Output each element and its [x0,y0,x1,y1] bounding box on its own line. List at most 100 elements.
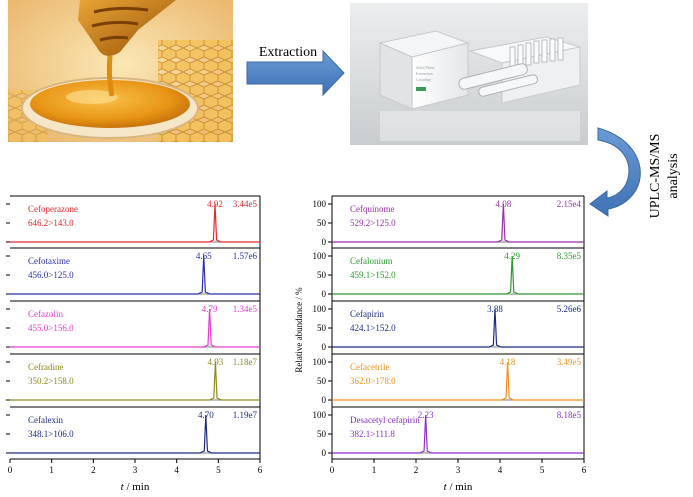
left-x-tick-label: 0 [8,465,13,475]
chart-right-y-label: Relative abundance / % [294,287,304,373]
chromatogram-right: 0 1 2 3 4 5 6 0 50 100 Cefquinome 529.2>125.0 4.08 2… [294,195,587,493]
compound-name: Cefoperazone [28,204,78,214]
retention-time-label: 4.29 [504,251,520,261]
left-panel-cefoperazone: Cefoperazone 646.2>143.0 4.92 3.44e5 [6,195,260,243]
spe-box-line3: Cartridge [416,77,431,82]
y-tick-label: 0 [322,395,327,405]
right-x-tick-label: 6 [582,465,587,475]
intensity-label: 1.18e7 [233,357,258,367]
compound-name: Desacetyl cefapirin [350,415,420,425]
left-x-tick-label: 6 [258,465,263,475]
right-x-tick-label: 3 [456,465,461,475]
chart-right-x-label: t / min [444,481,473,493]
compound-name: Cefradine [28,362,63,372]
extraction-label: Extraction [259,45,317,60]
retention-time-label: 4.08 [495,199,511,209]
compound-name: Cefacetrile [350,362,389,372]
intensity-label: 3.44e5 [233,199,258,209]
spe-box-line2: Extraction [416,71,433,76]
peak-trace-desacetyl-cefapirin [332,414,584,454]
compound-transition: 646.2>143.0 [28,218,74,228]
retention-time-label: 3.88 [487,304,503,314]
compound-transition: 456.0>125.0 [28,270,74,280]
spe-box-line1: Solid Phase [416,65,435,70]
right-x-tick-label: 4 [498,465,503,475]
right-panel-cefapirin: 0 50 100 Cefapirin 424.1>152.0 3.88 5.26e6 [313,300,584,352]
intensity-label: 2.15e4 [557,199,582,209]
left-x-tick-label: 4 [174,465,179,475]
intensity-label: 3.49e5 [557,357,582,367]
left-x-tick-label: 3 [133,465,138,475]
y-tick-label: 100 [313,357,327,367]
peak-trace-cefquinome [332,203,584,243]
chart-left-x-label-var: t [121,481,125,493]
retention-time-label: 4.65 [196,251,212,261]
right-panel-desacetyl-cefapirin: 0 50 100 Desacetyl cefapirin 382.1>111.8 2.23… [313,406,584,458]
compound-transition: 348.1>106.0 [28,429,74,439]
retention-time-label: 4.92 [207,199,223,209]
right-panel-cefquinome: 0 50 100 Cefquinome 529.2>125.0 4.08 2.15e4 [313,195,584,247]
peak-trace-cefalexin [10,414,260,454]
retention-time-label: 4.79 [202,304,218,314]
intensity-label: 1.19e7 [233,410,258,420]
y-tick-label: 50 [317,218,327,228]
peak-trace-cefapirin [332,308,584,348]
compound-transition: 350.2>158.0 [28,376,74,386]
analysis-label-line2: analysis [666,153,681,198]
compound-name: Cefalonium [350,256,393,266]
y-tick-label: 50 [317,376,327,386]
y-tick-label: 0 [322,237,327,247]
intensity-label: 5.26e6 [557,304,582,314]
peak-trace-cefoperazone [10,203,260,243]
analysis-curved-arrow [589,127,641,217]
y-tick-label: 50 [317,429,327,439]
compound-transition: 455.0>156.0 [28,323,74,333]
peak-trace-cefotaxime [10,255,260,295]
left-panel-cefotaxime: Cefotaxime 456.0>125.0 4.65 1.57e6 [6,247,260,295]
retention-time-label: 2.23 [418,410,434,420]
intensity-label: 8.35e5 [557,251,582,261]
y-tick-label: 100 [313,304,327,314]
left-panel-cefalexin: Cefalexin 348.1>106.0 4.70 1.19e7 [6,406,260,454]
right-x-tick-label: 5 [540,465,545,475]
compound-name: Cefotaxime [28,256,70,266]
y-tick-label: 0 [322,448,327,458]
extraction-arrow [246,49,345,97]
compound-name: Cefapirin [350,309,384,319]
chart-left-x-label-unit: / min [124,481,150,493]
right-panel-cefacetrile: 0 50 100 Cefacetrile 362.0>178.0 4.18 3.49e5 [313,353,584,405]
compound-name: Cefquinome [350,204,395,214]
intensity-label: 1.34e5 [233,304,258,314]
peak-trace-cefalonium [332,255,584,295]
compound-transition: 459.1>152.0 [350,270,396,280]
y-tick-label: 50 [317,323,327,333]
peak-trace-cefazolin [10,308,260,348]
peak-trace-cefradine [10,361,260,401]
chart-right-x-label-var: t [444,481,448,493]
analysis-label-line1: UPLC-MS/MS [648,134,663,219]
right-panel-cefalonium: 0 50 100 Cefalonium 459.1>152.0 4.29 8.35e5 [313,247,584,299]
compound-name: Cefazolin [28,309,63,319]
compound-transition: 362.0>178.0 [350,376,396,386]
right-x-tick-label: 0 [330,465,335,475]
left-x-tick-label: 2 [91,465,96,475]
compound-name: Cefalexin [28,415,63,425]
left-panel-cefradine: Cefradine 350.2>158.0 4.93 1.18e7 [6,353,260,401]
chromatogram-left: 0 1 2 3 4 5 6 Cefoperazone 646.2>143.0 4.92 3.44e… [6,195,263,493]
chart-right-x-label-unit: / min [447,481,473,493]
intensity-label: 8.18e5 [557,410,582,420]
retention-time-label: 4.70 [198,410,214,420]
y-tick-label: 100 [313,251,327,261]
left-x-tick-label: 1 [49,465,54,475]
chart-left-x-label: t / min [121,481,150,493]
spe-cartridge-photo: Solid Phase Extraction Cartridge [350,3,588,145]
right-x-tick-label: 1 [372,465,377,475]
retention-time-label: 4.18 [500,357,516,367]
y-tick-label: 100 [313,199,327,209]
left-panel-cefazolin: Cefazolin 455.0>156.0 4.79 1.34e5 [6,300,260,348]
compound-transition: 529.2>125.0 [350,218,396,228]
honey-photo [8,0,233,142]
right-x-tick-label: 2 [414,465,419,475]
